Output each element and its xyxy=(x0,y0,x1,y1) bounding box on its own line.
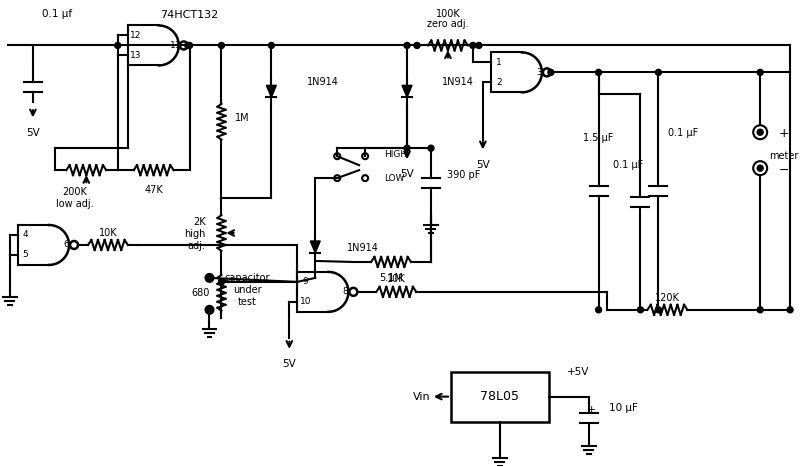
Bar xyxy=(451,372,549,422)
Text: 5V: 5V xyxy=(476,160,490,170)
Text: +: + xyxy=(779,127,790,140)
Circle shape xyxy=(638,307,643,313)
Text: 5V: 5V xyxy=(282,359,296,368)
Text: +: + xyxy=(587,404,597,415)
Text: −: − xyxy=(779,163,790,177)
Circle shape xyxy=(428,145,434,151)
Circle shape xyxy=(757,70,763,75)
Circle shape xyxy=(404,145,410,151)
Polygon shape xyxy=(266,85,276,97)
Circle shape xyxy=(218,42,225,49)
Text: 1: 1 xyxy=(496,58,502,67)
Text: 6: 6 xyxy=(63,241,69,249)
Circle shape xyxy=(655,307,662,313)
Text: high: high xyxy=(184,229,206,239)
Circle shape xyxy=(548,70,554,75)
Circle shape xyxy=(114,42,121,49)
Text: 100K: 100K xyxy=(435,8,460,19)
Text: 8: 8 xyxy=(342,287,348,297)
Text: meter: meter xyxy=(770,151,799,161)
Text: 5V: 5V xyxy=(26,128,40,138)
Text: 1N914: 1N914 xyxy=(307,78,339,87)
Text: 47K: 47K xyxy=(144,185,163,195)
Text: Vin: Vin xyxy=(414,392,431,402)
Text: 1N914: 1N914 xyxy=(442,78,474,87)
Circle shape xyxy=(757,307,763,313)
Text: 1N914: 1N914 xyxy=(347,243,379,253)
Circle shape xyxy=(595,70,602,75)
Text: 78L05: 78L05 xyxy=(480,390,519,403)
Circle shape xyxy=(218,279,225,285)
Text: +5V: +5V xyxy=(566,367,589,377)
Circle shape xyxy=(476,42,482,49)
Text: 200K: 200K xyxy=(62,187,87,197)
Text: 390 pF: 390 pF xyxy=(447,170,481,180)
Text: LOW: LOW xyxy=(384,174,405,183)
Circle shape xyxy=(757,165,763,171)
Text: zero adj.: zero adj. xyxy=(427,20,469,29)
Text: 12: 12 xyxy=(130,31,142,40)
Polygon shape xyxy=(310,241,320,253)
Circle shape xyxy=(206,306,214,314)
Text: 680: 680 xyxy=(191,288,210,298)
Text: 5V: 5V xyxy=(400,169,414,179)
Text: low adj.: low adj. xyxy=(56,199,94,209)
Circle shape xyxy=(757,129,763,135)
Text: 3: 3 xyxy=(536,68,542,77)
Text: 10: 10 xyxy=(299,297,311,306)
Text: HIGH: HIGH xyxy=(384,150,407,159)
Text: 0.1 μF: 0.1 μF xyxy=(614,160,644,170)
Polygon shape xyxy=(402,85,412,97)
Text: 4: 4 xyxy=(22,231,28,240)
Circle shape xyxy=(655,70,662,75)
Text: 5.1M: 5.1M xyxy=(379,273,403,283)
Text: 120K: 120K xyxy=(655,293,680,303)
Text: under: under xyxy=(233,285,262,295)
Circle shape xyxy=(206,274,214,282)
Text: 74HCT132: 74HCT132 xyxy=(161,9,218,20)
Text: capacitor: capacitor xyxy=(225,273,270,283)
Text: 13: 13 xyxy=(130,51,142,60)
Circle shape xyxy=(595,307,602,313)
Text: 11: 11 xyxy=(170,41,182,50)
Text: 10 μF: 10 μF xyxy=(609,403,638,412)
Text: 0.1 μf: 0.1 μf xyxy=(42,8,72,19)
Circle shape xyxy=(186,42,193,49)
Circle shape xyxy=(268,42,274,49)
Circle shape xyxy=(185,42,190,49)
Circle shape xyxy=(470,42,476,49)
Text: adj.: adj. xyxy=(188,241,206,251)
Circle shape xyxy=(404,42,410,49)
Text: 0.1 μF: 0.1 μF xyxy=(668,128,698,138)
Text: test: test xyxy=(238,297,257,307)
Text: 9: 9 xyxy=(302,277,308,286)
Circle shape xyxy=(414,42,420,49)
Text: 2K: 2K xyxy=(193,217,206,227)
Text: 5: 5 xyxy=(22,250,28,260)
Text: 1.5 μF: 1.5 μF xyxy=(583,133,614,143)
Text: 10K: 10K xyxy=(98,228,118,238)
Text: 2: 2 xyxy=(496,78,502,87)
Text: 10K: 10K xyxy=(387,274,406,284)
Text: 1M: 1M xyxy=(235,113,250,123)
Circle shape xyxy=(787,307,793,313)
